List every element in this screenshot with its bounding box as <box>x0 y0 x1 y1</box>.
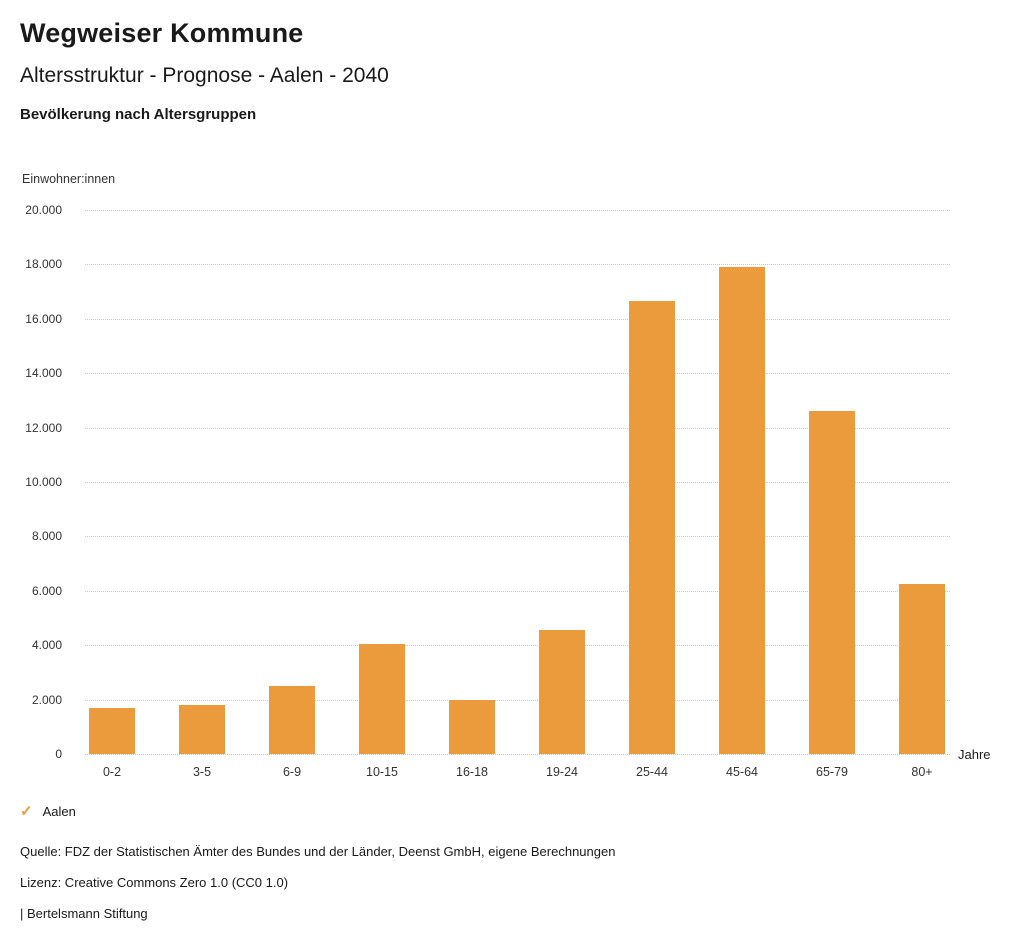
page-title: Wegweiser Kommune <box>20 18 304 48</box>
gridline <box>85 536 950 538</box>
bar-10-15[interactable] <box>359 643 405 754</box>
legend-label: Aalen <box>42 804 76 819</box>
plot-area: 0-2 3-5 6-9 10-15 16-18 19-24 25-44 45-64 65-79 8… <box>85 210 950 779</box>
chart-section-title: Bevölkerung nach Altersgruppen <box>20 106 257 123</box>
bar-0-2[interactable] <box>89 707 135 754</box>
license-text: Lizenz: Creative Commons Zero 1.0 (CC0 1… <box>20 875 289 890</box>
gridline <box>85 373 950 375</box>
gridline <box>85 699 950 701</box>
bar-column: 45-64 <box>697 210 787 779</box>
gridline <box>85 590 950 592</box>
x-tick-label: 10-15 <box>366 765 398 779</box>
gridline <box>85 645 950 647</box>
bar-16-18[interactable] <box>449 699 495 754</box>
y-tick-label: 14.000 <box>25 366 62 381</box>
y-tick-label: 4.000 <box>31 638 62 653</box>
bar-3-5[interactable] <box>179 705 225 754</box>
x-axis-title: Jahre <box>958 747 991 762</box>
y-tick-label: 0 <box>55 747 62 761</box>
x-tick-label: 0-2 <box>102 765 122 779</box>
bar-column: 6-9 <box>247 210 337 779</box>
gridline <box>85 427 950 429</box>
y-tick-label: 18.000 <box>25 257 62 272</box>
x-tick-label: 25-44 <box>636 765 668 779</box>
chart-subtitle: Altersstruktur - Prognose - Aalen - 2040 <box>20 64 389 87</box>
gridline <box>85 754 950 755</box>
y-tick-label: 6.000 <box>31 583 62 598</box>
bar-80+[interactable] <box>899 584 945 754</box>
y-tick-label: 20.000 <box>25 203 62 217</box>
bar-column: 16-18 <box>427 210 517 779</box>
y-tick-label: 10.000 <box>25 475 62 489</box>
bar-column: 10-15 <box>337 210 427 779</box>
y-tick-label: 12.000 <box>25 420 62 435</box>
gridline <box>85 318 950 320</box>
y-tick-label: 16.000 <box>25 311 62 326</box>
gridline <box>85 264 950 266</box>
check-icon: ✓ <box>20 803 33 820</box>
gridline <box>85 210 950 211</box>
x-tick-label: 65-79 <box>816 765 848 779</box>
bar-column: 3-5 <box>157 210 247 779</box>
source-text: Quelle: FDZ der Statistischen Ämter des … <box>20 844 616 859</box>
y-axis-labels: 0 2.000 4.000 6.000 8.000 10.000 12.000 14.000 1… <box>0 203 62 761</box>
bar-column: 80+ <box>877 210 967 779</box>
x-tick-label: 3-5 <box>192 765 212 779</box>
bar-6-9[interactable] <box>269 686 315 754</box>
x-tick-label: 45-64 <box>726 765 758 779</box>
bar-column: 25-44 <box>607 210 697 779</box>
attribution-text: | Bertelsmann Stiftung <box>20 906 148 921</box>
x-tick-label: 6-9 <box>282 765 302 779</box>
y-axis-title: Einwohner:innen <box>22 172 116 186</box>
bar-column: 0-2 <box>67 210 157 779</box>
bar-19-24[interactable] <box>539 630 585 754</box>
bar-column: 65-79 <box>787 210 877 779</box>
x-tick-label: 16-18 <box>456 765 488 779</box>
bar-column: 19-24 <box>517 210 607 779</box>
x-tick-label: 19-24 <box>546 765 578 779</box>
x-tick-label: 80+ <box>911 765 933 779</box>
bars-container: 0-2 3-5 6-9 10-15 16-18 19-24 25-44 45-64 65-79 8… <box>67 210 967 779</box>
bar-65-79[interactable] <box>809 411 855 754</box>
y-tick-label: 2.000 <box>31 692 62 707</box>
bar-45-64[interactable] <box>719 267 765 754</box>
legend: ✓ Aalen <box>20 804 76 819</box>
gridline <box>85 482 950 483</box>
bar-25-44[interactable] <box>629 301 675 754</box>
y-tick-label: 8.000 <box>31 529 62 544</box>
